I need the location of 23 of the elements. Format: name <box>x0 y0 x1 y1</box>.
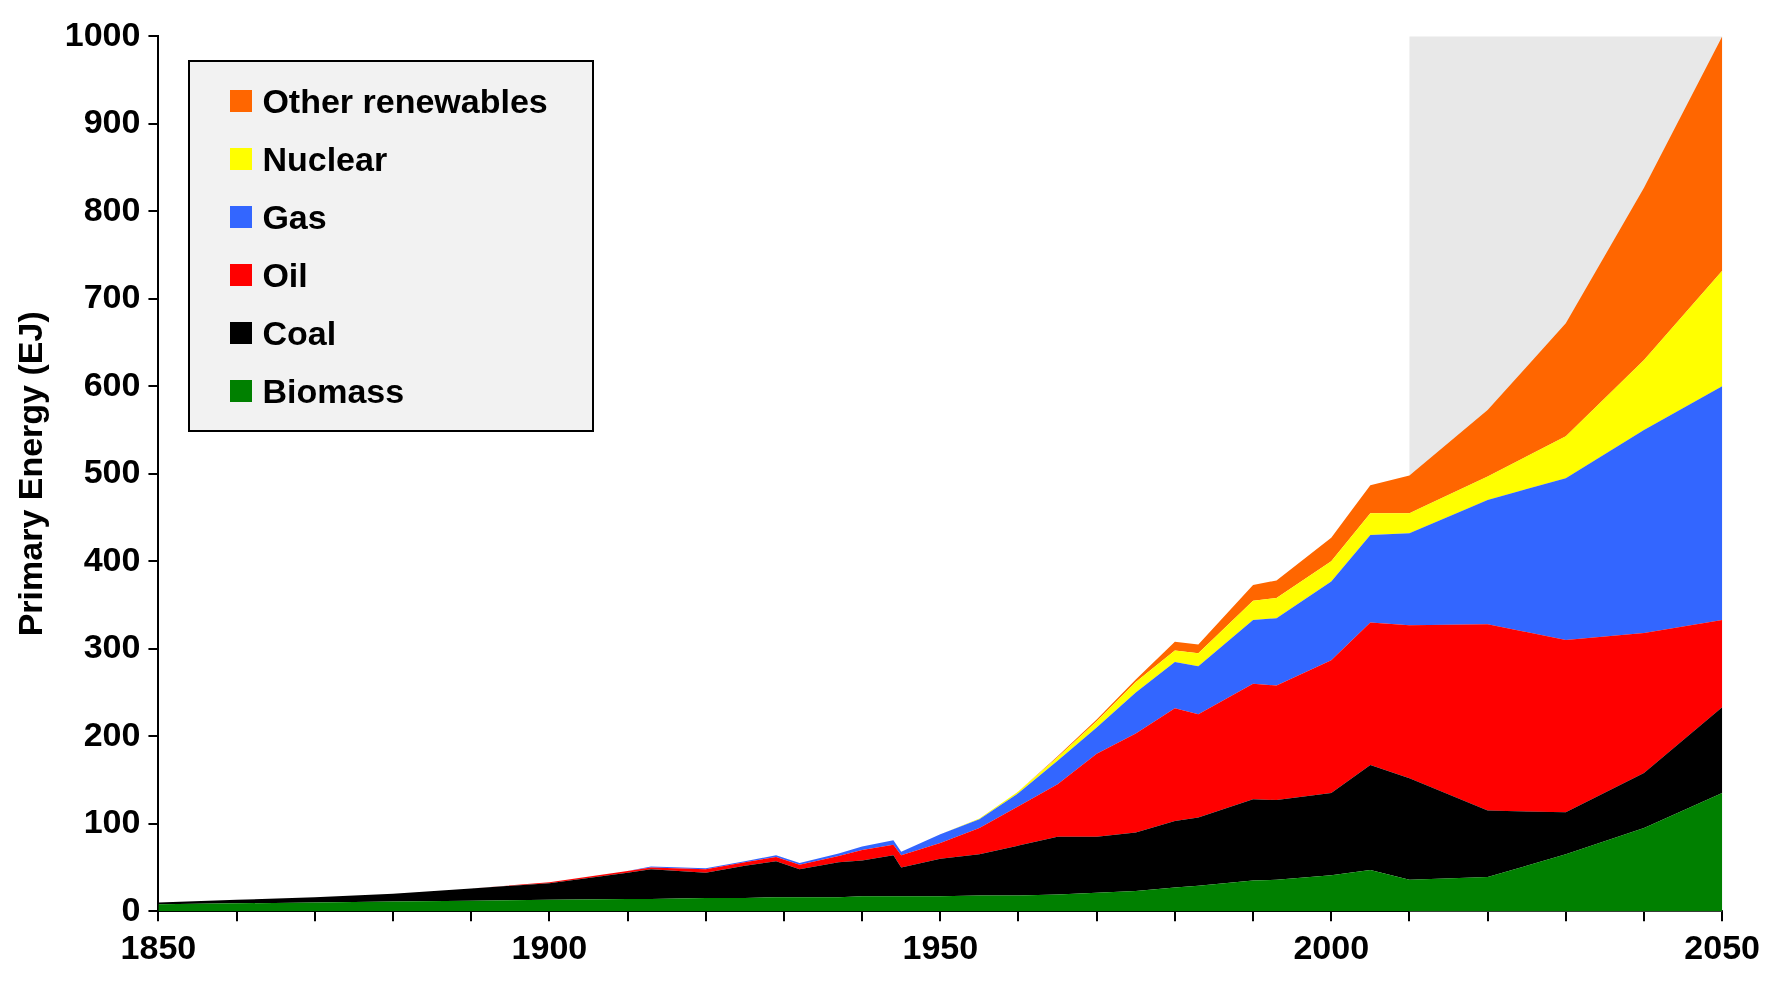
y-tick-label: 600 <box>83 364 141 403</box>
y-tick-label: 700 <box>83 277 141 316</box>
y-tick-label: 400 <box>83 539 141 578</box>
y-tick-label: 0 <box>121 889 141 928</box>
y-tick-label: 200 <box>83 714 141 753</box>
y-axis-title: Primary Energy (EJ) <box>10 311 49 637</box>
legend-label: Other renewables <box>262 81 548 121</box>
legend-label: Oil <box>262 255 308 295</box>
x-tick-label: 2050 <box>1684 927 1760 966</box>
y-tick-label: 800 <box>83 189 141 228</box>
x-tick-label: 1950 <box>902 927 979 966</box>
x-tick-label: 1850 <box>120 927 197 966</box>
y-tick-label: 500 <box>83 452 141 491</box>
legend-label: Gas <box>262 197 327 237</box>
y-tick-label: 300 <box>83 627 141 666</box>
legend-label: Nuclear <box>262 139 388 179</box>
y-tick-label: 100 <box>83 802 141 841</box>
y-tick-label: 1000 <box>64 14 141 53</box>
legend-label: Biomass <box>262 371 405 411</box>
y-tick-label: 900 <box>83 102 141 141</box>
x-tick-label: 1900 <box>511 927 588 966</box>
legend-label: Coal <box>262 313 337 353</box>
x-tick-label: 2000 <box>1293 927 1370 966</box>
